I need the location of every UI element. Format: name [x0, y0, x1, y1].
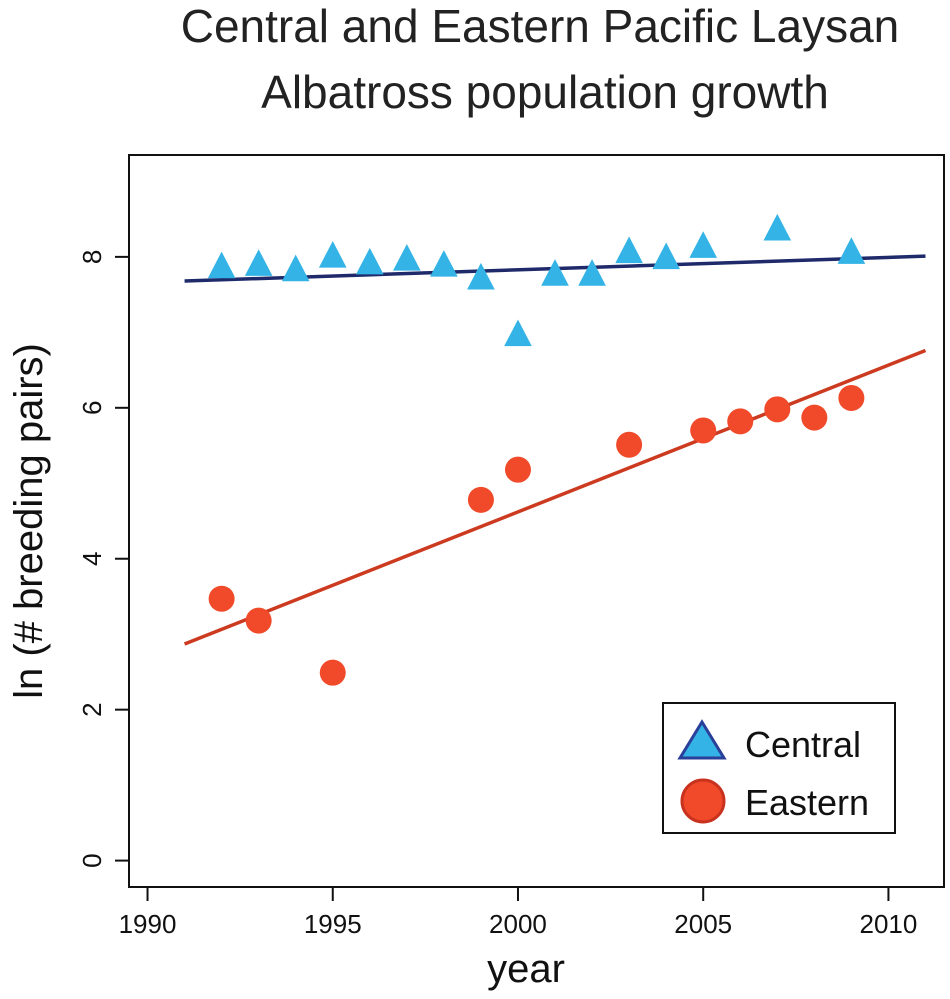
legend-marker-eastern [680, 778, 726, 824]
data-point-central [244, 249, 273, 276]
legend: Central Eastern [662, 702, 896, 834]
data-point-central [393, 244, 421, 271]
y-axis-ticks: 0 2 4 6 8 [77, 250, 129, 868]
data-point-eastern [727, 408, 754, 435]
x-tick-label: 2005 [674, 909, 732, 939]
x-tick-label: 2000 [489, 909, 547, 939]
y-tick-label: 6 [77, 401, 107, 415]
x-axis-label: year [487, 947, 565, 991]
data-point-eastern [838, 384, 865, 411]
y-tick-label: 8 [77, 250, 107, 264]
legend-marker-central [677, 719, 727, 760]
data-point-central [541, 259, 569, 286]
data-point-eastern [467, 486, 494, 513]
data-point-eastern [690, 417, 717, 444]
data-point-eastern [764, 396, 791, 423]
data-point-central [281, 254, 310, 282]
data-point-eastern [801, 404, 828, 431]
x-tick-label: 1990 [119, 909, 177, 939]
data-point-central [318, 241, 347, 268]
y-tick-label: 2 [77, 702, 107, 716]
chart-title-line-2: Albatross population growth [261, 66, 829, 118]
legend-label-eastern: Eastern [745, 782, 869, 823]
x-tick-label: 1995 [304, 909, 362, 939]
data-point-central [652, 242, 680, 270]
data-point-central [355, 247, 384, 275]
data-point-eastern [504, 456, 531, 483]
data-point-central [504, 319, 532, 347]
data-point-central [430, 250, 458, 277]
data-point-central [578, 259, 606, 286]
data-point-eastern [319, 659, 346, 686]
data-point-central [837, 237, 866, 264]
data-point-central [763, 213, 792, 241]
x-tick-label: 2010 [860, 909, 918, 939]
y-axis-label: ln (# breeding pairs) [7, 343, 51, 699]
chart-title-line-1: Central and Eastern Pacific Laysan [181, 0, 900, 52]
data-point-eastern [616, 431, 643, 458]
fit-line-eastern [183, 348, 927, 646]
data-markers [207, 213, 866, 686]
fit-lines [183, 254, 927, 646]
x-axis-ticks: 1990 1995 2000 2005 2010 [119, 887, 918, 939]
y-tick-label: 0 [77, 853, 107, 867]
data-point-central [689, 231, 718, 258]
legend-label-central: Central [745, 724, 861, 765]
data-point-eastern [245, 607, 272, 634]
data-point-central [467, 262, 495, 290]
data-point-central [615, 236, 643, 264]
y-tick-label: 4 [77, 551, 107, 565]
data-point-central [207, 251, 236, 279]
data-point-eastern [208, 585, 235, 612]
